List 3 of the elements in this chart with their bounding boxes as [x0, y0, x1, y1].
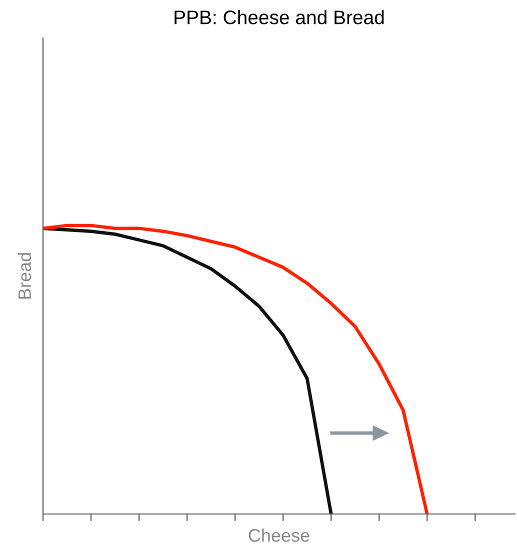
chart-title: PPB: Cheese and Bread	[174, 10, 384, 24]
y-axis-title: Bread	[18, 253, 32, 299]
x-axis-title: Cheese	[248, 528, 310, 542]
